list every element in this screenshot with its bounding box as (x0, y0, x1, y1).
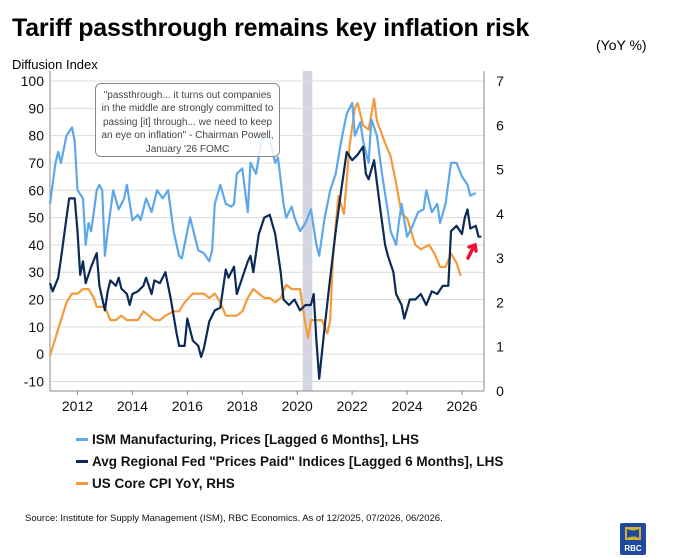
legend-label: ISM Manufacturing, Prices [Lagged 6 Mont… (92, 431, 420, 447)
legend-swatch (76, 459, 88, 463)
left-tick-label: 30 (28, 264, 44, 280)
source-note: Source: Institute for Supply Management … (25, 513, 443, 524)
series-line-core-cpi (48, 97, 462, 356)
x-tick-label: 2018 (227, 398, 258, 414)
legend-item-core-cpi: US Core CPI YoY, RHS (76, 472, 503, 494)
chart-title: Tariff passthrough remains key inflation… (12, 14, 530, 42)
left-tick-label: 70 (28, 155, 44, 171)
left-tick-label: 0 (36, 346, 44, 362)
x-tick-label: 2022 (337, 398, 368, 414)
rbc-logo: RBC (620, 523, 646, 555)
left-tick-label: 100 (21, 73, 45, 89)
x-tick-label: 2024 (392, 398, 423, 414)
x-tick-label: 2026 (446, 398, 477, 414)
left-tick-label: 50 (28, 210, 44, 226)
legend-swatch (76, 437, 88, 441)
svg-text:RBC: RBC (624, 544, 642, 553)
right-tick-label: 7 (496, 73, 504, 89)
left-tick-label: -10 (24, 373, 44, 389)
legend: ISM Manufacturing, Prices [Lagged 6 Mont… (76, 428, 503, 494)
x-tick-label: 2012 (62, 398, 93, 414)
right-tick-label: 6 (496, 117, 504, 133)
series-line-ism (48, 101, 477, 263)
left-tick-label: 80 (28, 128, 44, 144)
x-tick-label: 2016 (172, 398, 203, 414)
legend-label: US Core CPI YoY, RHS (92, 475, 235, 491)
powell-quote-annotation: "passthrough... it turns out companies i… (95, 83, 280, 157)
left-tick-label: 10 (28, 319, 44, 335)
x-tick-label: 2020 (282, 398, 313, 414)
legend-item-regional-fed: Avg Regional Fed "Prices Paid" Indices [… (76, 450, 503, 472)
right-tick-label: 5 (496, 162, 504, 178)
legend-item-ism: ISM Manufacturing, Prices [Lagged 6 Mont… (76, 428, 503, 450)
left-axis-label: Diffusion Index (12, 57, 98, 72)
legend-swatch (76, 481, 88, 485)
left-tick-label: 60 (28, 182, 44, 198)
red-arrow-icon (466, 242, 478, 260)
legend-label: Avg Regional Fed "Prices Paid" Indices [… (92, 453, 504, 469)
recession-band (302, 71, 313, 391)
right-tick-label: 3 (496, 250, 504, 266)
right-tick-label: 1 (496, 339, 504, 355)
x-tick-label: 2014 (117, 398, 148, 414)
left-tick-label: 20 (28, 292, 44, 308)
right-tick-label: 2 (496, 294, 504, 310)
left-tick-label: 40 (28, 237, 44, 253)
series-line-regional-fed (48, 145, 482, 380)
right-axis-label: (YoY %) (596, 37, 647, 53)
right-tick-label: 0 (496, 383, 504, 399)
left-tick-label: 90 (28, 100, 44, 116)
right-tick-label: 4 (496, 206, 504, 222)
